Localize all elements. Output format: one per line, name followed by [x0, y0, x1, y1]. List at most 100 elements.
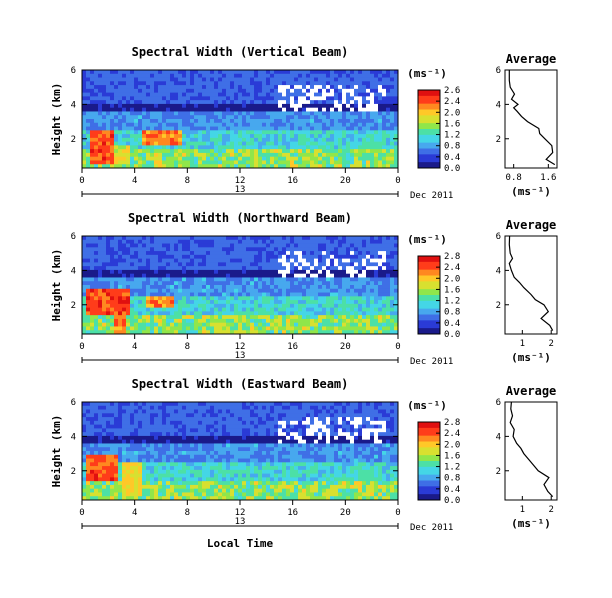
colorbar-tick-label: 2.0 [444, 274, 460, 284]
heatmap-cell [322, 145, 327, 150]
heatmap-cell [150, 322, 155, 327]
heatmap-cell [166, 152, 171, 158]
heatmap-cell [226, 251, 231, 256]
heatmap-cell [138, 443, 143, 448]
heatmap-cell [130, 330, 135, 335]
heatmap-cell [314, 160, 319, 165]
heatmap-cell [318, 145, 323, 150]
heatmap-cell [110, 273, 115, 278]
heatmap-cell [118, 70, 123, 75]
heatmap-cell [98, 315, 103, 320]
heatmap-cell [174, 488, 179, 493]
heatmap-cell [190, 164, 195, 169]
heatmap-cell [82, 266, 87, 271]
heatmap-cell [330, 141, 335, 146]
heatmap-cell [154, 85, 159, 90]
heatmap-cell [98, 152, 103, 158]
heatmap-cell [190, 122, 195, 128]
heatmap-cell [262, 315, 267, 320]
heatmap-cell [342, 303, 347, 309]
heatmap-cell [250, 273, 255, 278]
heatmap-cell [262, 137, 267, 143]
heatmap-cell [282, 88, 287, 94]
heatmap-cell [226, 88, 231, 94]
heatmap-cell [334, 322, 339, 327]
heatmap-cell [206, 77, 211, 82]
heatmap-cell [154, 488, 159, 493]
heatmap-cell [138, 424, 143, 429]
heatmap-cell [126, 292, 131, 297]
heatmap-cell [90, 258, 95, 263]
heatmap-cell [386, 70, 391, 75]
heatmap-cell [366, 296, 371, 301]
heatmap-cell [362, 96, 367, 101]
heatmap-cell [358, 243, 363, 248]
heatmap-cell [354, 247, 359, 252]
heatmap-cell [234, 137, 239, 143]
heatmap-cell [290, 311, 295, 316]
heatmap-cell [338, 288, 343, 294]
heatmap-cell [146, 277, 151, 282]
heatmap-cell [270, 149, 275, 154]
heatmap-cell [306, 164, 311, 169]
heatmap-cell [290, 262, 295, 267]
heatmap-cell [162, 424, 167, 429]
heatmap-cell [358, 88, 363, 94]
heatmap-cell [126, 481, 131, 486]
heatmap-cell [154, 432, 159, 437]
heatmap-cell [310, 296, 315, 301]
heatmap-cell [90, 115, 95, 120]
heatmap [82, 236, 399, 335]
heatmap-cell [118, 409, 123, 414]
heatmap-cell [274, 288, 279, 294]
heatmap-cell [162, 141, 167, 146]
heatmap-cell [134, 303, 139, 309]
heatmap-cell [222, 281, 227, 286]
heatmap-cell [294, 70, 299, 75]
heatmap-cell [278, 122, 283, 128]
heatmap-cell [154, 73, 159, 79]
heatmap-cell [238, 315, 243, 320]
heatmap-cell [306, 288, 311, 294]
heatmap-cell [154, 402, 159, 407]
heatmap-cell [134, 454, 139, 460]
heatmap-cell [218, 296, 223, 301]
heatmap-cell [246, 160, 251, 165]
heatmap-cell [250, 145, 255, 150]
heatmap-cell [126, 239, 131, 245]
heatmap-cell [226, 239, 231, 245]
heatmap-cell [166, 413, 171, 418]
heatmap-cell [246, 251, 251, 256]
heatmap-cell [82, 326, 87, 331]
heatmap-cell [386, 243, 391, 248]
heatmap-cell [222, 77, 227, 82]
heatmap-cell [342, 315, 347, 320]
heatmap-cell [258, 92, 263, 97]
heatmap-cell [126, 330, 131, 335]
heatmap-cell [234, 269, 239, 275]
heatmap-cell [138, 119, 143, 124]
heatmap-cell [162, 447, 167, 452]
heatmap-cell [286, 115, 291, 120]
heatmap-cell [106, 243, 111, 248]
heatmap-cell [358, 145, 363, 150]
y-tick-label: 6 [71, 232, 76, 242]
colorbar-step [418, 295, 440, 298]
heatmap-cell [338, 330, 343, 335]
heatmap-cell [118, 247, 123, 252]
heatmap-cell [274, 243, 279, 248]
heatmap-cell [230, 318, 235, 324]
heatmap-cell [90, 247, 95, 252]
heatmap-cell [142, 103, 147, 109]
heatmap-cell [254, 239, 259, 245]
heatmap-cell [126, 160, 131, 165]
heatmap-cell [142, 435, 147, 441]
heatmap-cell [230, 262, 235, 267]
heatmap-cell [134, 243, 139, 248]
heatmap-cell [102, 100, 107, 105]
heatmap-cell [142, 424, 147, 429]
heatmap-cell [286, 92, 291, 97]
heatmap-cell [250, 119, 255, 124]
heatmap-cell [350, 318, 355, 324]
heatmap-cell [98, 277, 103, 282]
